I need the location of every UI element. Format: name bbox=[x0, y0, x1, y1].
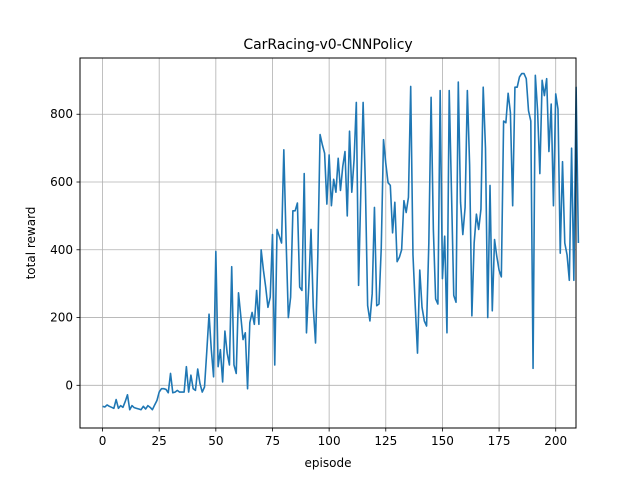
y-tick-label: 800 bbox=[50, 107, 73, 121]
y-tick-label: 200 bbox=[50, 311, 73, 325]
x-tick-label: 150 bbox=[431, 434, 454, 448]
x-tick-label: 50 bbox=[208, 434, 223, 448]
x-tick-label: 200 bbox=[544, 434, 567, 448]
y-axis-label: total reward bbox=[24, 207, 38, 280]
series-layer bbox=[102, 72, 580, 411]
y-tick-label: 600 bbox=[50, 175, 73, 189]
x-tick-label: 125 bbox=[374, 434, 397, 448]
plot-frame bbox=[79, 57, 577, 429]
chart-title: CarRacing-v0-CNNPolicy bbox=[243, 37, 412, 53]
x-tick-label: 75 bbox=[265, 434, 280, 448]
y-tick-label: 400 bbox=[50, 243, 73, 257]
x-tick-label: 0 bbox=[99, 434, 107, 448]
x-tick-label: 100 bbox=[318, 434, 341, 448]
reward-series-line bbox=[102, 72, 580, 411]
x-axis-label: episode bbox=[305, 456, 352, 470]
x-tick-label: 25 bbox=[152, 434, 167, 448]
x-tick-label: 175 bbox=[488, 434, 511, 448]
y-tick-label: 0 bbox=[65, 378, 73, 392]
ticks: 0 25 50 75 100 125 150 175 200 0 200 400 600 800 bbox=[50, 107, 567, 448]
